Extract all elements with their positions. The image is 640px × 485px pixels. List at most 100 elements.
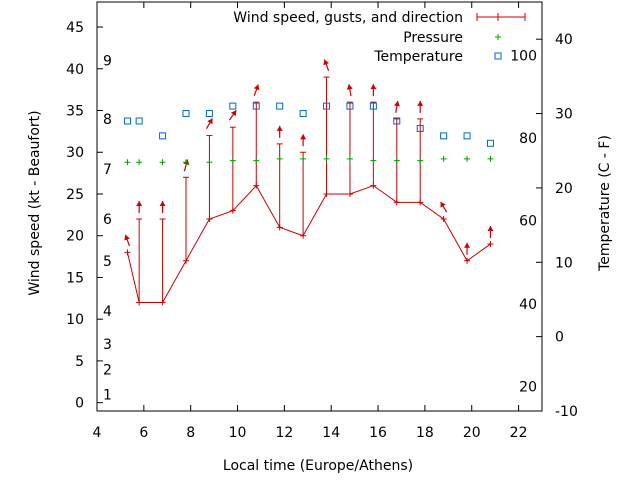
wind-point	[370, 182, 377, 189]
x-tick-label: 22	[510, 425, 528, 441]
legend: Wind speed, gusts, and direction Pressure…	[233, 10, 526, 65]
x-tick-label: 14	[322, 425, 340, 441]
temperature-point	[369, 102, 377, 110]
pressure-point	[183, 159, 189, 166]
temperature-point	[299, 110, 307, 118]
wind-direction-arrow	[300, 134, 307, 147]
wind-point	[159, 299, 166, 306]
pressure-point	[206, 159, 213, 166]
wind-direction-arrow	[464, 242, 471, 255]
wind-point	[276, 224, 283, 231]
wind-direction-arrow	[159, 201, 166, 214]
temperature-point	[159, 132, 167, 140]
temperature-point	[276, 102, 284, 110]
beaufort-label: 6	[103, 212, 112, 228]
y2-tick-label: 30	[555, 107, 573, 123]
wind-direction-arrow	[440, 201, 448, 213]
x-tick-label: 20	[463, 425, 481, 441]
temperature-point	[182, 110, 190, 118]
wind-direction-arrow	[323, 59, 330, 71]
y-tick-label: 0	[75, 396, 84, 412]
fahrenheit-label: 80	[519, 131, 537, 147]
wind-point	[440, 216, 447, 223]
pressure-point	[370, 157, 377, 164]
legend-swatch-pressure	[495, 34, 501, 40]
y-tick-label: 45	[66, 20, 84, 36]
wind-point	[487, 241, 494, 248]
fahrenheit-label: 20	[519, 379, 537, 395]
beaufort-label: 1	[103, 387, 112, 403]
temperature-point	[135, 117, 143, 125]
pressure-point	[487, 155, 494, 162]
wind-direction-arrow-head	[159, 201, 166, 207]
wind-direction-arrow-head	[136, 201, 143, 207]
x-tick-label: 4	[93, 425, 102, 441]
pressure-point	[323, 155, 330, 162]
wind-point	[464, 257, 471, 264]
beaufort-label: 9	[103, 53, 112, 69]
wind-speed-line	[126, 184, 491, 303]
wind-point	[229, 207, 236, 214]
y-axis-title: Wind speed (kt - Beaufort)	[27, 110, 43, 295]
legend-label-temperature: Temperature	[373, 49, 463, 65]
wind-point	[253, 182, 260, 189]
y2-tick-label: 0	[555, 330, 564, 346]
temperature-point	[205, 110, 213, 118]
wind-direction-arrow-head	[487, 226, 494, 232]
wind-direction-arrow	[136, 201, 143, 214]
pressure-point	[440, 155, 447, 162]
wind-direction-arrow	[346, 84, 353, 97]
temperature-point	[463, 132, 471, 140]
temperature-point	[440, 132, 448, 140]
wind-point	[323, 190, 330, 197]
y-tick-label: 35	[66, 104, 84, 120]
x-axis-title: Local time (Europe/Athens)	[223, 458, 413, 474]
pressure-point	[136, 159, 143, 166]
wind-direction-arrow-head	[464, 242, 471, 248]
wind-direction-arrow	[370, 84, 377, 97]
data-layer	[123, 59, 494, 306]
x-tick-label: 8	[186, 425, 195, 441]
y2-axis-title: Temperature (C - F)	[597, 135, 613, 272]
wind-direction-arrow	[487, 226, 494, 239]
beaufort-label: 5	[103, 254, 112, 270]
wind-direction-arrow-head	[440, 201, 446, 208]
wind-direction-arrow	[253, 84, 260, 97]
x-tick-label: 10	[229, 425, 247, 441]
beaufort-label: 3	[103, 337, 112, 353]
y-tick-label: 25	[66, 187, 84, 203]
wind-direction-arrow-head	[300, 134, 307, 140]
pressure-point	[346, 155, 353, 162]
temperature-point	[486, 139, 494, 147]
wind-direction-arrow-head	[323, 59, 330, 66]
wind-direction-arrow-head	[207, 118, 213, 125]
fahrenheit-label: 40	[519, 297, 537, 313]
pressure-point	[300, 155, 307, 162]
wind-direction-arrow-head	[346, 84, 353, 90]
legend-label-wind: Wind speed, gusts, and direction	[233, 10, 463, 26]
temperature-point	[123, 117, 131, 125]
wind-direction-arrow-head	[253, 84, 260, 91]
x-tick-label: 18	[416, 425, 434, 441]
axes-layer	[96, 1, 543, 412]
beaufort-label: 8	[103, 112, 112, 128]
wind-point	[393, 199, 400, 206]
wind-direction-arrow-head	[370, 84, 377, 90]
wind-direction-arrow-head	[276, 125, 283, 131]
wind-direction-arrow-head	[124, 234, 130, 241]
wind-point	[206, 216, 213, 223]
pressure-point	[124, 159, 131, 166]
x-tick-label: 12	[275, 425, 293, 441]
wind-point	[346, 190, 353, 197]
y2-tick-label: -10	[555, 404, 578, 420]
wind-direction-arrow	[124, 234, 131, 247]
legend-swatch-temperature	[494, 52, 502, 60]
wind-point	[417, 199, 424, 206]
pressure-point	[276, 155, 283, 162]
y-tick-label: 30	[66, 145, 84, 161]
beaufort-label: 4	[103, 304, 112, 320]
temperature-point	[229, 102, 237, 110]
wind-point	[124, 249, 131, 256]
x-tick-label: 16	[369, 425, 387, 441]
